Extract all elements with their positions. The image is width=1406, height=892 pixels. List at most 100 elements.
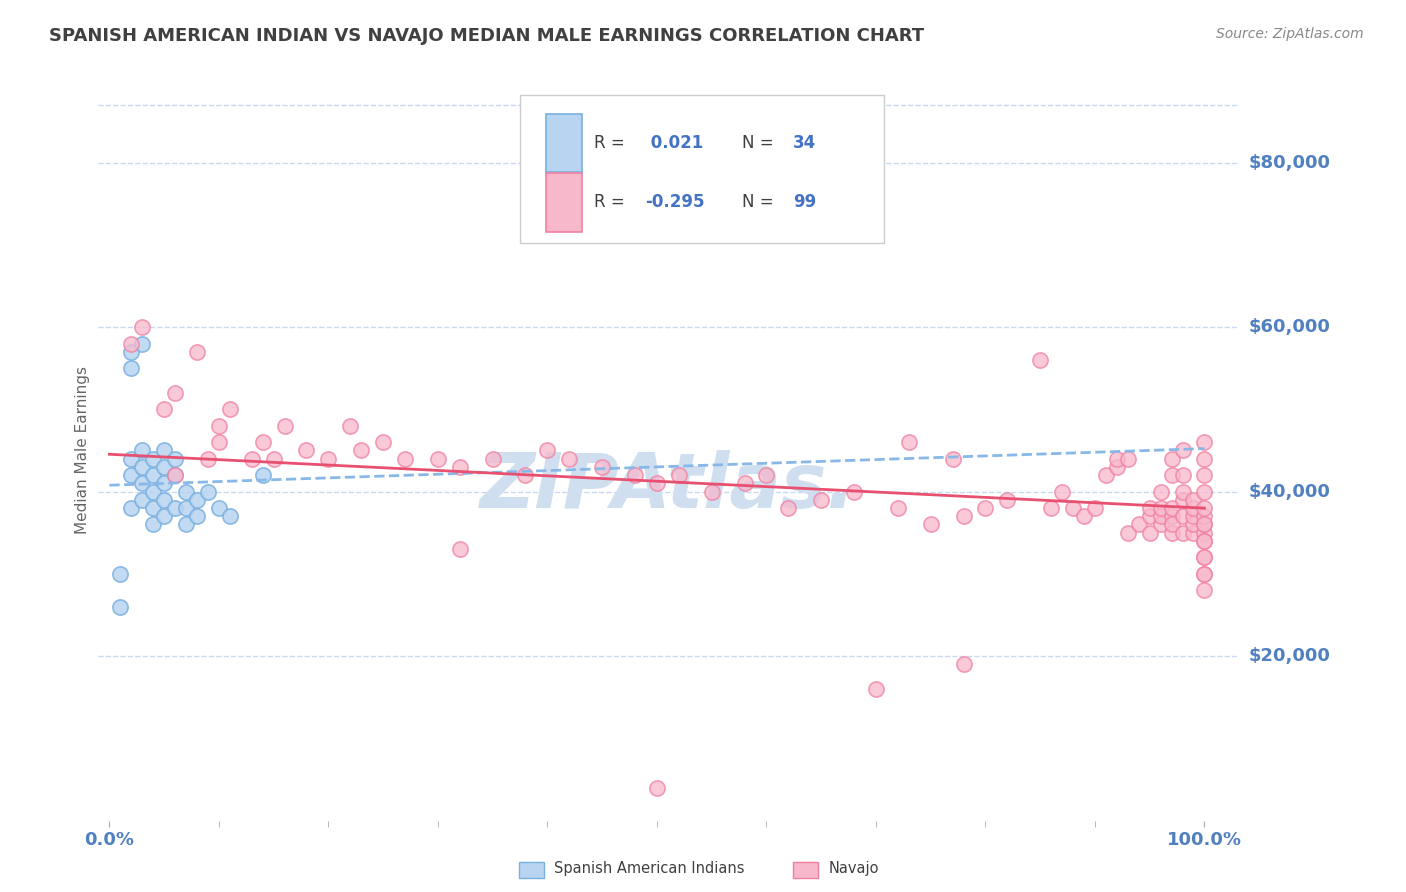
Point [394,451,416,466]
Point [120,361,142,376]
Point [165,468,187,483]
Point [1194,484,1216,499]
Point [645,476,668,491]
Point [142,468,165,483]
Point [1171,525,1194,540]
Point [1194,550,1216,565]
Point [1084,501,1107,516]
Point [186,492,208,507]
Point [252,468,274,483]
FancyBboxPatch shape [520,95,884,244]
Point [1194,525,1216,540]
Text: Source: ZipAtlas.com: Source: ZipAtlas.com [1216,27,1364,41]
Point [668,468,690,483]
Point [1029,353,1052,368]
Point [481,451,503,466]
Point [942,451,965,466]
Text: -0.295: -0.295 [645,194,704,211]
Point [1160,468,1182,483]
Point [197,484,219,499]
Point [1194,533,1216,548]
Point [110,599,132,614]
FancyBboxPatch shape [546,173,582,232]
Point [974,501,997,516]
Point [536,443,558,458]
Point [734,476,756,491]
Point [1095,468,1118,483]
Point [1182,509,1205,524]
Point [218,509,240,524]
Point [1040,501,1063,516]
Point [1171,492,1194,507]
Point [1194,509,1216,524]
Point [120,468,142,483]
Point [120,451,142,466]
Point [515,468,537,483]
Point [1194,583,1216,598]
Text: 34: 34 [793,134,817,153]
Point [120,336,142,351]
Text: $80,000: $80,000 [1249,153,1330,171]
Point [645,780,668,795]
Point [1194,501,1216,516]
Point [1050,484,1073,499]
Point [208,501,231,516]
Point [318,451,340,466]
Point [952,509,974,524]
Point [120,501,142,516]
Point [591,459,613,474]
Point [273,418,295,433]
Point [263,451,285,466]
Point [153,402,176,417]
Text: R =: R = [593,194,630,211]
Point [174,484,197,499]
Point [174,501,197,516]
Point [1160,501,1182,516]
Point [778,501,800,516]
Point [339,418,361,433]
Point [153,492,176,507]
Point [865,681,887,696]
Point [1160,509,1182,524]
Point [165,501,187,516]
Point [1160,525,1182,540]
Text: ZIPAtlas.: ZIPAtlas. [479,450,856,524]
Point [1171,468,1194,483]
Point [1194,468,1216,483]
Point [186,509,208,524]
Text: N =: N = [742,134,779,153]
Point [218,402,240,417]
Point [131,443,153,458]
Point [120,344,142,359]
Point [1116,451,1139,466]
Text: Spanish American Indians: Spanish American Indians [554,862,744,876]
Point [920,517,942,532]
Point [995,492,1018,507]
Point [371,435,394,450]
Point [842,484,865,499]
Point [1105,459,1128,474]
Text: SPANISH AMERICAN INDIAN VS NAVAJO MEDIAN MALE EARNINGS CORRELATION CHART: SPANISH AMERICAN INDIAN VS NAVAJO MEDIAN… [49,27,924,45]
Y-axis label: Median Male Earnings: Median Male Earnings [75,367,90,534]
Point [350,443,373,458]
Point [165,451,187,466]
Text: 0.021: 0.021 [645,134,703,153]
Point [624,468,647,483]
Point [1160,517,1182,532]
Point [240,451,263,466]
Point [1194,451,1216,466]
Point [449,542,471,557]
Point [1073,509,1095,524]
Point [426,451,449,466]
Point [1171,509,1194,524]
Point [131,336,153,351]
Point [186,344,208,359]
Point [700,484,723,499]
Point [165,385,187,400]
Text: R =: R = [593,134,630,153]
Point [1194,435,1216,450]
Point [1171,443,1194,458]
Point [1194,550,1216,565]
Point [142,517,165,532]
Point [110,566,132,581]
